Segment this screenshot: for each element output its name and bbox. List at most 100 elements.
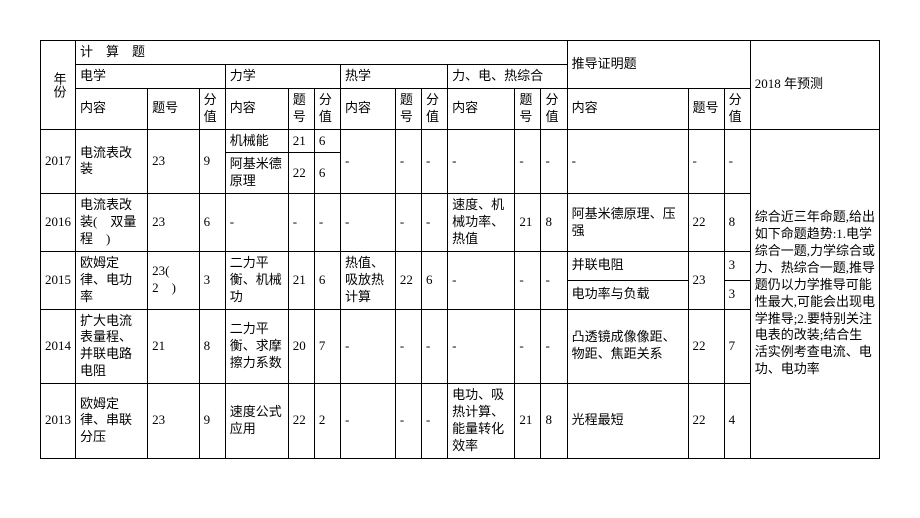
hdr-num: 题号 — [688, 88, 724, 129]
cell: 电功、吸热计算、能量转化效率 — [448, 384, 515, 459]
cell: - — [225, 194, 288, 252]
cell: 22 — [688, 194, 724, 252]
cell: 9 — [199, 384, 225, 459]
cell: 电流表改装( 双量程 ) — [76, 194, 148, 252]
cell: - — [395, 129, 421, 194]
cell: 23 — [688, 251, 724, 309]
cell: 9 — [199, 129, 225, 194]
hdr-score: 分值 — [199, 88, 225, 129]
cell: - — [541, 309, 567, 384]
hdr-num: 题号 — [288, 88, 314, 129]
cell: 6 — [314, 153, 340, 194]
cell: 23 — [148, 384, 199, 459]
cell: 7 — [314, 309, 340, 384]
cell: 21 — [288, 251, 314, 309]
cell: - — [341, 129, 396, 194]
cell: 光程最短 — [567, 384, 688, 459]
cell: - — [341, 309, 396, 384]
hdr-reasoning: 推导证明题 — [567, 41, 750, 89]
cell: - — [567, 129, 688, 194]
cell: 3 — [724, 280, 750, 309]
cell: 速度公式应用 — [225, 384, 288, 459]
hdr-num: 题号 — [395, 88, 421, 129]
cell: 并联电阻 — [567, 251, 688, 280]
cell: 3 — [724, 251, 750, 280]
hdr-prediction: 2018 年预测 — [750, 41, 879, 130]
cell: - — [288, 194, 314, 252]
cell: 6 — [314, 129, 340, 153]
cell: 22 — [688, 384, 724, 459]
cell: - — [421, 384, 447, 459]
cell: 22 — [688, 309, 724, 384]
hdr-num: 题号 — [515, 88, 541, 129]
hdr-content: 内容 — [76, 88, 148, 129]
cell: 3 — [199, 251, 225, 309]
cell: - — [724, 129, 750, 194]
cell: 22 — [288, 153, 314, 194]
hdr-elec: 电学 — [76, 64, 226, 88]
cell: 4 — [724, 384, 750, 459]
cell: - — [448, 251, 515, 309]
cell: 23 — [148, 129, 199, 194]
year-2017: 2017 — [41, 129, 76, 194]
cell: - — [688, 129, 724, 194]
cell: - — [421, 194, 447, 252]
cell: 欧姆定律、电功率 — [76, 251, 148, 309]
year-2015: 2015 — [41, 251, 76, 309]
cell: 凸透镜成像像距、物距、焦距关系 — [567, 309, 688, 384]
cell: 23 — [148, 194, 199, 252]
cell: 20 — [288, 309, 314, 384]
cell: - — [421, 309, 447, 384]
cell: - — [314, 194, 340, 252]
analysis-table: 年份 计 算 题 推导证明题 2018 年预测 电学 力学 热学 力、电、热综合… — [40, 40, 880, 459]
cell: 欧姆定律、串联分压 — [76, 384, 148, 459]
col-year: 年份 — [41, 41, 76, 130]
cell: 22 — [288, 384, 314, 459]
cell: 8 — [199, 309, 225, 384]
hdr-score: 分值 — [421, 88, 447, 129]
cell: 二力平衡、机械功 — [225, 251, 288, 309]
cell: 机械能 — [225, 129, 288, 153]
cell: 21 — [148, 309, 199, 384]
cell: 22 — [395, 251, 421, 309]
cell: - — [541, 129, 567, 194]
cell: 23( 2 ) — [148, 251, 199, 309]
cell: 二力平衡、求摩擦力系数 — [225, 309, 288, 384]
hdr-combo: 力、电、热综合 — [448, 64, 567, 88]
cell: 阿基米德原理、压强 — [567, 194, 688, 252]
cell: 电流表改装 — [76, 129, 148, 194]
hdr-content: 内容 — [448, 88, 515, 129]
hdr-calc: 计 算 题 — [76, 41, 568, 65]
cell: - — [515, 251, 541, 309]
cell: - — [395, 194, 421, 252]
hdr-mech: 力学 — [225, 64, 340, 88]
cell: 21 — [515, 194, 541, 252]
hdr-score: 分值 — [314, 88, 340, 129]
hdr-content: 内容 — [225, 88, 288, 129]
hdr-score: 分值 — [724, 88, 750, 129]
cell: 热值、吸放热计算 — [341, 251, 396, 309]
cell: - — [341, 384, 396, 459]
year-2016: 2016 — [41, 194, 76, 252]
cell: 6 — [199, 194, 225, 252]
cell: 21 — [515, 384, 541, 459]
hdr-num: 题号 — [148, 88, 199, 129]
cell: 阿基米德原理 — [225, 153, 288, 194]
cell: - — [448, 129, 515, 194]
cell: 8 — [541, 194, 567, 252]
year-2013: 2013 — [41, 384, 76, 459]
cell: 电功率与负载 — [567, 280, 688, 309]
hdr-content: 内容 — [341, 88, 396, 129]
cell: 2 — [314, 384, 340, 459]
cell: - — [515, 129, 541, 194]
cell: - — [395, 384, 421, 459]
cell: - — [541, 251, 567, 309]
cell: 6 — [421, 251, 447, 309]
cell: 8 — [541, 384, 567, 459]
hdr-heat: 热学 — [341, 64, 448, 88]
hdr-content: 内容 — [567, 88, 688, 129]
prediction-text: 综合近三年命题,给出如下命题趋势:1.电学综合一题,力学综合或力、热综合一题,推… — [750, 129, 879, 458]
cell: - — [341, 194, 396, 252]
cell: - — [448, 309, 515, 384]
cell: 8 — [724, 194, 750, 252]
